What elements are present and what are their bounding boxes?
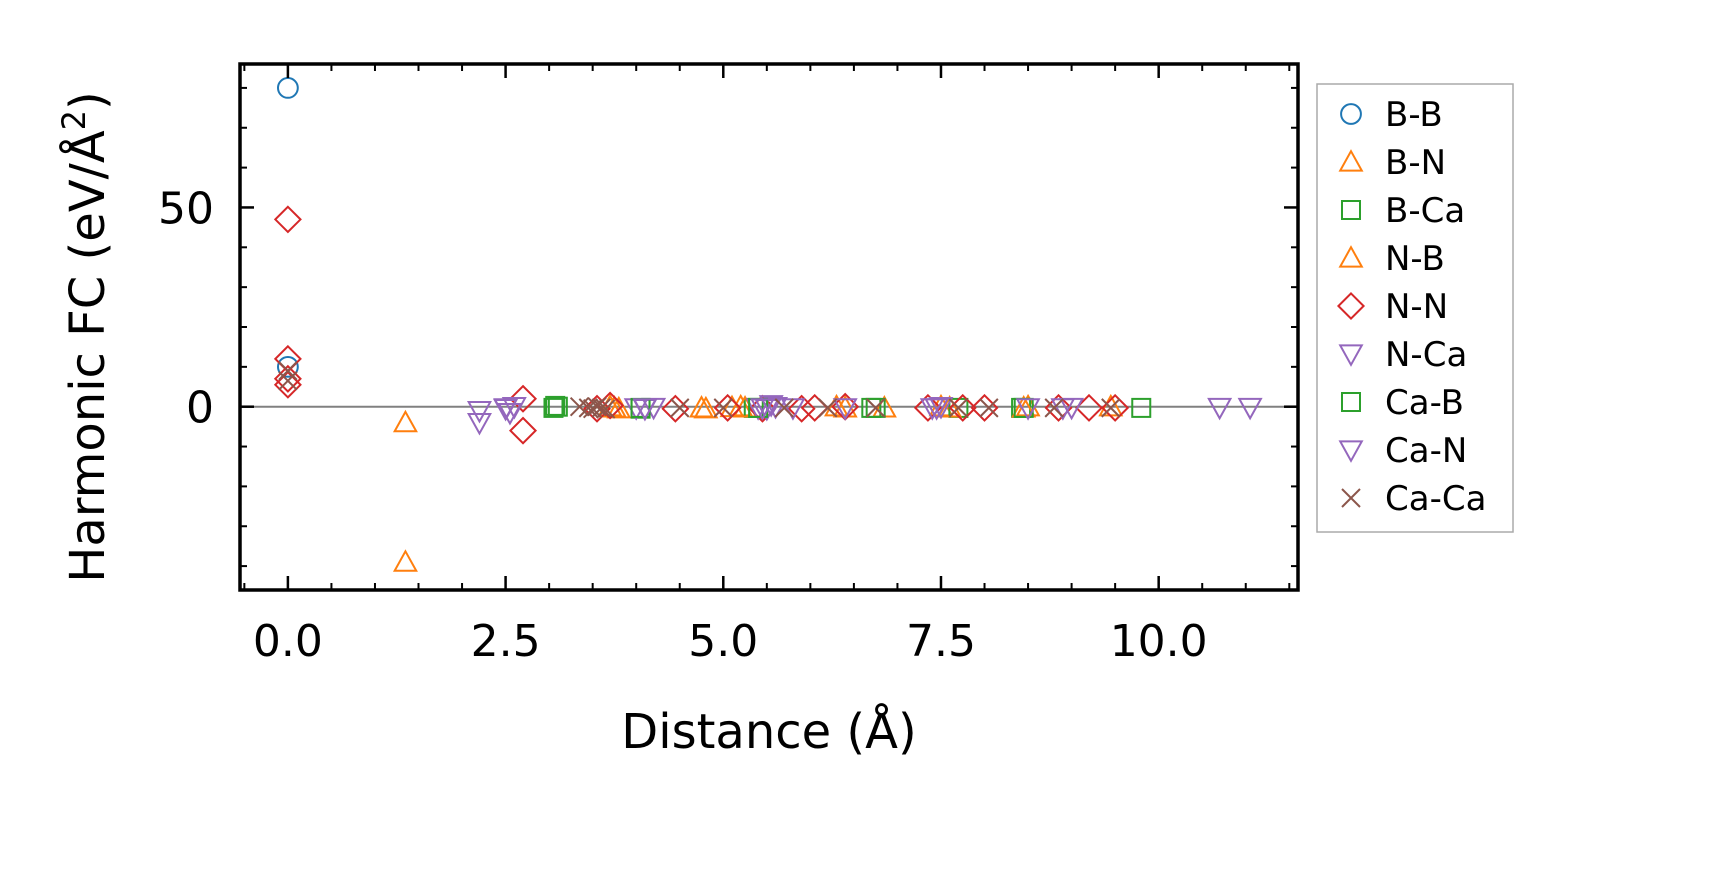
data-point [591,398,612,418]
data-point [466,412,492,436]
legend-marker [1341,200,1361,220]
legend-marker [1338,344,1364,367]
legend-entry: N-B [1338,239,1445,279]
legend-entry: B-B [1340,95,1443,135]
y-axis-label: Harmonic FC (eV/Å2) [55,91,116,583]
legend-entry: Ca-N [1338,431,1467,471]
legend-marker [1338,245,1364,268]
data-point [273,205,302,234]
data-point [865,398,886,418]
y-axis-label-close: ) [60,91,116,110]
series-ca-ca [278,361,1121,419]
data-point [1131,397,1152,418]
legend-entry: Ca-Ca [1341,479,1486,519]
data-point [1101,398,1121,418]
data-point [670,398,690,418]
data-markers [273,77,1263,572]
data-point [928,393,954,417]
legend-label: N-B [1385,239,1445,279]
legend-marker [1338,149,1364,172]
tick-labels: 0.0 2.5 5.0 7.5 10.0 0 50 [158,183,1208,667]
data-point [1044,398,1064,418]
legend-label: Ca-N [1385,431,1467,471]
legend-label: B-Ca [1385,191,1465,231]
data-point [278,361,298,381]
data-point [1015,398,1041,421]
x-tick-label: 10.0 [1110,616,1208,667]
data-point [1237,397,1263,421]
legend-marker [1341,488,1361,508]
data-point [787,394,816,423]
data-point [924,398,950,421]
data-point [1207,397,1233,421]
data-point [1059,397,1085,421]
data-point [278,371,298,391]
data-point [508,384,538,413]
data-point [728,393,754,417]
legend: B-B B-N B-Ca N-B N-N N-Ca Ca-B Ca-N Ca-Ca [1316,83,1514,533]
data-point [276,355,299,378]
data-point [713,398,733,418]
y-axis-label-superscript: 2 [55,110,93,130]
x-tick-label: 0.0 [253,616,323,667]
data-point [818,398,838,418]
legend-marker [1338,440,1364,463]
data-point [693,395,719,419]
legend-entry: N-Ca [1338,335,1467,375]
data-point [758,395,784,418]
legend-entry: B-Ca [1341,191,1465,231]
legend-label: N-N [1385,287,1448,327]
data-point [928,397,954,420]
legend-label: Ca-Ca [1385,479,1486,519]
legend-marker [1340,103,1362,125]
y-tick-label: 0 [186,383,214,434]
data-point [913,393,942,422]
data-point [596,399,616,419]
data-point [774,398,794,418]
data-point [865,397,886,418]
data-point [547,396,568,417]
axis-ticks [240,64,1298,590]
data-point [501,397,527,420]
legend-entry: B-N [1338,143,1446,183]
data-point [832,398,858,421]
legend-label: Ca-B [1385,383,1464,423]
legend-marker [1341,392,1361,412]
data-point [948,398,969,418]
data-point [979,398,999,418]
data-point [273,370,302,399]
x-tick-label: 5.0 [688,616,758,667]
data-point [273,364,302,393]
legend-label: B-N [1385,143,1446,183]
data-point [276,77,299,99]
legend-entry: N-N [1336,287,1448,327]
y-axis-label-main: Harmonic FC (eV/Å [59,130,116,583]
data-point [763,397,789,420]
data-point [392,409,418,433]
legend-marker [1336,291,1366,321]
legend-label: N-Ca [1385,335,1467,375]
data-point [392,549,418,572]
legend-entry: Ca-B [1341,383,1464,423]
data-point [632,398,658,421]
data-point [543,397,564,418]
data-point [493,398,519,421]
series-ca-n [493,395,1041,421]
y-tick-label: 50 [158,183,214,234]
legend-label: B-B [1385,95,1443,135]
x-tick-label: 7.5 [906,616,976,667]
data-point [508,416,538,445]
data-point [466,401,492,424]
x-tick-label: 2.5 [471,616,541,667]
x-axis-label: Distance (Å) [621,703,916,760]
series-b-b [276,77,299,378]
data-point [832,395,858,418]
series-n-n [273,205,1130,445]
